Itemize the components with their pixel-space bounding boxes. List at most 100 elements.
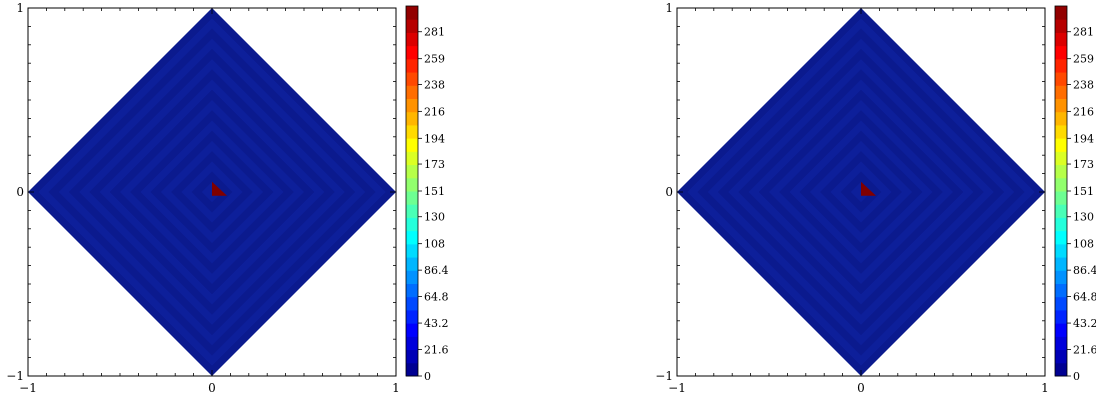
colorbar-tick-label: 173 [424,158,445,171]
colorbar-band [406,362,418,377]
colorbar-band [1055,283,1067,298]
colorbar-band [406,349,418,364]
colorbar-band [1055,230,1067,245]
colorbar-band [1055,191,1067,205]
colorbar-band [406,177,418,192]
colorbar-tick-label: 216 [424,105,445,118]
colorbar-band [406,309,418,324]
colorbar-tick-label: 0 [1073,370,1080,383]
colorbar-tick-label: 130 [424,211,445,224]
x-tick-label: 0 [857,381,865,395]
colorbar-band [406,296,418,311]
x-tick-label: 1 [392,381,400,395]
colorbar-band [406,230,418,245]
colorbar-band [406,204,418,218]
colorbar-tick-label: 86.4 [1073,264,1096,277]
colorbar-band [406,111,418,126]
colorbar-band [1055,124,1067,139]
colorbar-tick-label: 151 [1073,185,1094,198]
colorbar-tick-label: 194 [424,132,445,145]
colorbar: 0 21.6 43.2 64.8 86.4 108 130 151 173 194 216 238 25… [405,5,449,383]
colorbar-band [406,19,418,33]
colorbar-band [1055,72,1067,86]
colorbar-band [1055,204,1067,218]
colorbar-band [406,58,418,73]
colorbar-tick-label: 259 [424,53,445,66]
colorbar-tick-label: 86.4 [424,264,449,277]
y-tick-label: 1 [665,1,673,15]
x-tick-label: −1 [19,381,37,395]
colorbar-tick-label: 151 [424,185,445,198]
colorbar-band [1055,257,1067,271]
colorbar-band [406,124,418,139]
colorbar-band [406,270,418,284]
colorbar-tick-label: 173 [1073,158,1094,171]
colorbar-band [406,6,418,20]
colorbar-band [1055,164,1067,179]
colorbar: 0 21.6 43.2 64.8 86.4 108 130 151 173 194 216 238 25… [1054,5,1096,383]
colorbar-band [406,45,418,60]
plot-panel-right: −1 0 1 −1 0 1 0 21.6 43.2 64.8 86.4 108 130 151 173 194… [655,1,1096,395]
colorbar-band [406,164,418,179]
colorbar-band [1055,349,1067,364]
y-tick-label: 0 [665,185,673,199]
colorbar-band [1055,58,1067,73]
y-tick-label: −1 [6,369,24,383]
colorbar-band [406,323,418,337]
y-tick-label: 0 [16,185,24,199]
colorbar-tick-label: 21.6 [1073,344,1096,357]
colorbar-band [406,283,418,298]
x-tick-label: −1 [668,381,686,395]
colorbar-band [1055,151,1067,166]
axis-ticks [27,7,397,377]
x-tick-label: 0 [208,381,216,395]
colorbar-tick-label: 108 [1073,238,1094,251]
colorbar-tick-label: 64.8 [424,291,449,304]
colorbar-tick-label: 43.2 [1073,317,1096,330]
colorbar-band [406,336,418,351]
axis-ticks [676,7,1046,377]
colorbar-band [1055,138,1067,152]
colorbar-band [406,151,418,166]
colorbar-band [1055,243,1067,258]
colorbar-tick-label: 194 [1073,132,1094,145]
colorbar-band [1055,270,1067,284]
colorbar-tick-label: 64.8 [1073,291,1096,304]
colorbar-band [1055,32,1067,47]
colorbar-band [1055,6,1067,20]
colorbar-band [1055,85,1067,99]
colorbar-band [406,191,418,205]
colorbar-band [406,138,418,152]
colorbar-band [1055,177,1067,192]
peak-region [212,181,227,196]
colorbar-tick-label: 130 [1073,211,1094,224]
colorbar-tick-label: 259 [1073,53,1094,66]
colorbar-band [1055,336,1067,351]
peak-region [861,181,876,196]
colorbar-band [406,85,418,99]
colorbar-tick-label: 216 [1073,105,1094,118]
colorbar-band [406,32,418,47]
colorbar-band [406,217,418,232]
colorbar-band [1055,45,1067,60]
x-tick-label: 1 [1041,381,1049,395]
y-tick-label: −1 [655,369,673,383]
colorbar-band [1055,362,1067,377]
colorbar-band [1055,98,1067,113]
colorbar-band [1055,296,1067,311]
colorbar-tick-label: 0 [424,370,431,383]
colorbar-tick-label: 108 [424,238,445,251]
colorbar-band [406,98,418,113]
colorbar-band [1055,19,1067,33]
colorbar-band [406,72,418,86]
colorbar-tick-label: 281 [424,26,445,39]
colorbar-tick-label: 43.2 [424,317,449,330]
y-tick-label: 1 [16,1,24,15]
colorbar-tick-label: 281 [1073,26,1094,39]
colorbar-band [1055,111,1067,126]
colorbar-band [1055,217,1067,232]
colorbar-band [1055,323,1067,337]
colorbar-tick-label: 238 [1073,78,1094,91]
colorbar-tick-label: 21.6 [424,344,449,357]
